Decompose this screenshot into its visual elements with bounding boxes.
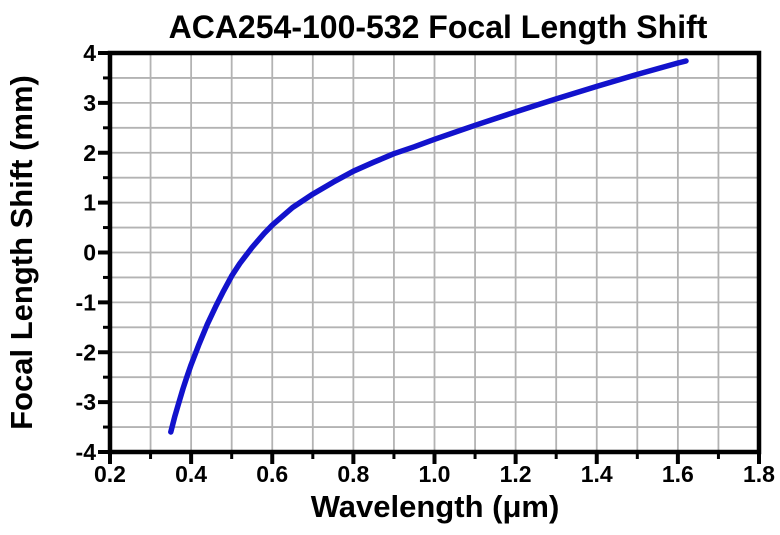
x-tick-label: 0.8 <box>337 461 369 487</box>
y-tick-label: -2 <box>76 339 96 365</box>
x-tick-label: 1.6 <box>662 461 694 487</box>
y-tick-label: 3 <box>83 90 96 116</box>
y-tick-label: -1 <box>76 289 97 315</box>
chart-title: ACA254-100-532 Focal Length Shift <box>169 9 708 45</box>
y-tick-label: 4 <box>83 40 96 66</box>
x-tick-labels: 0.2 0.4 0.6 0.8 1.0 1.2 1.4 1.6 1.8 <box>94 461 775 487</box>
y-tick-labels: 4 3 2 1 0 -1 -2 -3 -4 <box>76 40 97 465</box>
gridlines <box>110 53 759 452</box>
focal-shift-curve <box>168 58 689 435</box>
x-tick-label: 0.4 <box>175 461 207 487</box>
y-tick-label: -4 <box>76 439 97 465</box>
data-series-layer <box>168 58 689 435</box>
y-tick-label: 2 <box>83 140 96 166</box>
y-tick-label: -3 <box>76 389 96 415</box>
axis-ticks <box>98 51 761 464</box>
x-tick-label: 1.2 <box>500 461 532 487</box>
x-tick-label: 1.0 <box>419 461 451 487</box>
x-tick-label: 1.4 <box>581 461 613 487</box>
y-tick-label: 1 <box>83 190 96 216</box>
y-axis-label: Focal Length Shift (mm) <box>4 75 39 430</box>
x-tick-label: 1.8 <box>743 461 775 487</box>
x-tick-label: 0.6 <box>256 461 288 487</box>
x-axis-label: Wavelength (μm) <box>311 489 560 524</box>
x-tick-label: 0.2 <box>94 461 126 487</box>
y-tick-label: 0 <box>83 240 96 266</box>
